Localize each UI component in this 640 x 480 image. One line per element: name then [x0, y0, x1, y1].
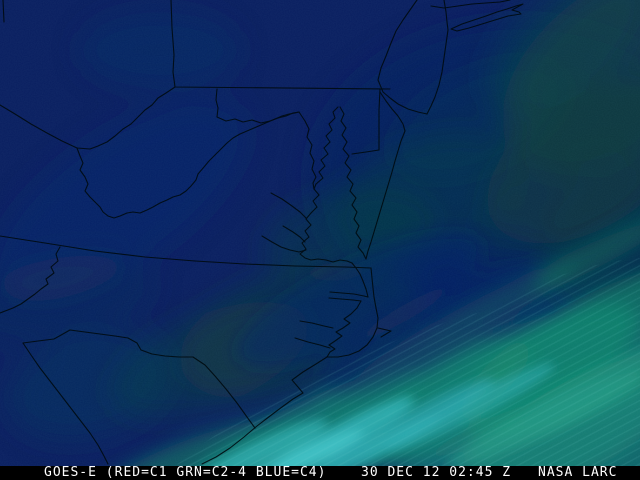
md-west-border — [215, 88, 219, 118]
wv-east-border — [197, 111, 300, 175]
nc-tn-border — [0, 246, 61, 314]
pamlico-mainland-shore — [326, 300, 362, 358]
pa-border — [170, 0, 391, 90]
product-label: GOES-E (RED=C1 GRN=C2-4 BLUE=C4) — [44, 465, 327, 480]
potomac-upper — [216, 111, 300, 124]
transpeninsular-line — [351, 149, 380, 155]
outer-banks — [326, 296, 379, 358]
delaware-river — [377, 0, 428, 115]
back-bay-strip — [370, 267, 375, 298]
delaware-bay-shore — [379, 91, 406, 132]
va-beach-coast — [351, 262, 369, 298]
noise-texture — [0, 0, 640, 466]
timestamp-label: 30 DEC 12 02:45 Z — [361, 465, 512, 480]
york-river — [282, 225, 306, 243]
va-nc-border — [0, 235, 372, 269]
chesapeake-east-shore — [339, 106, 367, 260]
delmarva-atlantic-coast — [365, 130, 406, 260]
chesapeake-west-shore-south — [299, 188, 353, 264]
map-outline-overlay — [0, 0, 524, 465]
credit-label: NASA LARC — [538, 465, 618, 480]
neuse-river — [294, 337, 331, 349]
potomac-lower — [298, 111, 317, 190]
ct-coast — [430, 0, 511, 9]
hudson-river — [443, 0, 449, 31]
chesapeake-west-shore — [313, 106, 339, 190]
nj-coast — [426, 29, 449, 115]
albemarle-south-shore — [328, 297, 362, 302]
rappahannock-river — [270, 192, 307, 219]
albemarle-north-shore — [329, 291, 369, 298]
nc-south-coast — [201, 356, 328, 465]
pamlico-river — [299, 320, 334, 329]
status-bar: GOES-E (RED=C1 GRN=C2-4 BLUE=C4) 30 DEC … — [0, 466, 640, 480]
wv-south-border — [76, 147, 199, 219]
nc-sc-border — [22, 329, 256, 429]
lake-erie-shore — [2, 0, 5, 23]
md-de-border — [378, 88, 381, 151]
james-river — [261, 235, 307, 253]
cape-hatteras — [377, 327, 392, 338]
ohio-river — [0, 86, 176, 150]
savannah-river — [22, 342, 109, 465]
long-island — [450, 3, 524, 32]
